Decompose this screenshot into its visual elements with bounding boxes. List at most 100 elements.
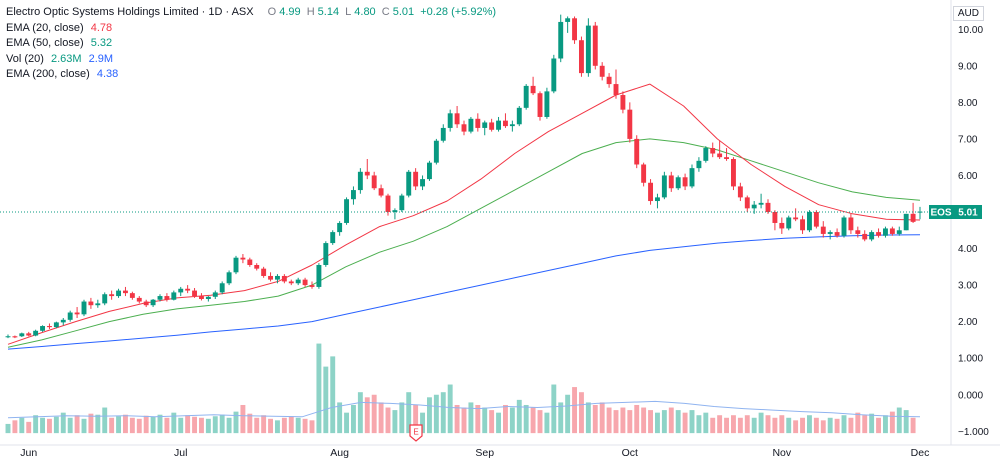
ema200-row[interactable]: EMA (200, close) 4.38 xyxy=(6,67,496,83)
volume-bar xyxy=(95,414,101,434)
ema50-value: 5.32 xyxy=(90,37,113,49)
candle xyxy=(772,210,778,231)
close-label: C xyxy=(381,6,390,18)
earnings-marker[interactable]: E xyxy=(409,424,423,442)
volume-row[interactable]: Vol (20) 2.63M 2.9M xyxy=(6,52,496,68)
candle xyxy=(53,321,59,329)
volume-bar xyxy=(779,415,785,434)
candle-body xyxy=(689,168,695,187)
candle-body xyxy=(136,297,142,302)
candle xyxy=(779,217,785,234)
candle-body xyxy=(544,91,550,117)
candle-body xyxy=(316,264,322,287)
candle-body xyxy=(717,153,723,158)
volume-bar xyxy=(81,418,87,434)
volume-bar xyxy=(862,415,868,434)
price-axis[interactable]: 10.009.008.007.006.005.004.003.002.001.0… xyxy=(958,25,989,438)
candle xyxy=(240,254,246,264)
candle-body xyxy=(848,217,854,231)
volume-bar xyxy=(592,404,598,434)
candle-body xyxy=(212,292,218,297)
candle xyxy=(717,140,723,160)
earnings-label: E xyxy=(413,428,418,437)
symbol-row: Electro Optic Systems Holdings Limited ·… xyxy=(6,5,496,21)
candle-body xyxy=(599,65,605,77)
change-value: +0.28 (+5.92%) xyxy=(420,6,497,18)
candle-body xyxy=(150,299,156,306)
ema50-row[interactable]: EMA (50, close) 5.32 xyxy=(6,36,496,52)
volume-bar xyxy=(12,420,18,434)
candle-body xyxy=(496,120,501,130)
candle xyxy=(95,299,101,308)
candle xyxy=(364,159,370,180)
ema20-row[interactable]: EMA (20, close) 4.78 xyxy=(6,21,496,37)
candle xyxy=(254,263,260,271)
volume-bar xyxy=(786,417,792,434)
candle xyxy=(102,292,108,306)
candle xyxy=(848,213,854,234)
candlesticks xyxy=(5,14,923,339)
candle xyxy=(454,106,460,128)
volume-ma-line xyxy=(7,400,921,419)
candle-body xyxy=(323,243,329,265)
candle xyxy=(461,120,467,136)
ema20-label: EMA (20, close) xyxy=(6,21,84,34)
candle xyxy=(33,329,39,337)
volume-bar xyxy=(703,412,709,434)
candle xyxy=(613,69,619,99)
candle xyxy=(247,257,253,267)
currency-button[interactable]: AUD xyxy=(952,6,984,21)
candle-body xyxy=(758,202,764,205)
volume-bar xyxy=(351,404,356,434)
candle xyxy=(475,113,481,132)
open-label: O xyxy=(267,6,277,18)
price-tick-label: 10.00 xyxy=(958,25,983,36)
candle-body xyxy=(613,84,619,96)
candle xyxy=(67,310,73,322)
volume-bar xyxy=(233,411,239,434)
candle xyxy=(129,291,135,300)
volume-bar xyxy=(192,416,197,434)
volume-ma-value: 2.9M xyxy=(88,52,114,65)
candle-body xyxy=(337,222,343,233)
volume-bar xyxy=(40,417,45,434)
candle xyxy=(351,186,356,205)
candle-body xyxy=(219,283,225,293)
candle xyxy=(413,168,419,191)
volume-bar xyxy=(5,423,11,434)
candle-body xyxy=(606,76,612,85)
candle xyxy=(827,230,833,240)
candle xyxy=(793,208,799,222)
candle xyxy=(136,296,142,304)
volume-bar xyxy=(392,410,398,434)
earnings-icon xyxy=(409,424,423,442)
candle xyxy=(544,87,550,119)
candle xyxy=(12,335,18,339)
candle-body xyxy=(53,322,59,328)
candle-body xyxy=(869,232,875,240)
candle xyxy=(883,226,888,238)
candle-body xyxy=(661,175,667,198)
volume-bar xyxy=(834,418,840,434)
candle-body xyxy=(67,312,73,320)
candle xyxy=(689,164,695,189)
volume-bar xyxy=(813,417,819,434)
candle-body xyxy=(876,232,881,236)
volume-bar xyxy=(178,417,184,434)
symbol-title: Electro Optic Systems Holdings Limited ·… xyxy=(6,6,254,18)
volume-bar xyxy=(537,410,543,434)
candle xyxy=(862,230,868,242)
candle-body xyxy=(378,188,384,196)
candle-body xyxy=(185,288,191,291)
candle-body xyxy=(309,285,315,287)
volume-bar xyxy=(869,413,875,434)
volume-bar xyxy=(420,412,425,434)
candle-body xyxy=(109,294,115,297)
volume-bar xyxy=(337,402,343,434)
candle-body xyxy=(427,162,432,180)
volume-label: Vol (20) xyxy=(6,52,44,65)
candle-body xyxy=(420,179,425,187)
time-axis[interactable]: Jun Jul Aug Sep Oct Nov Dec xyxy=(20,447,929,459)
volume-bar xyxy=(503,404,508,434)
